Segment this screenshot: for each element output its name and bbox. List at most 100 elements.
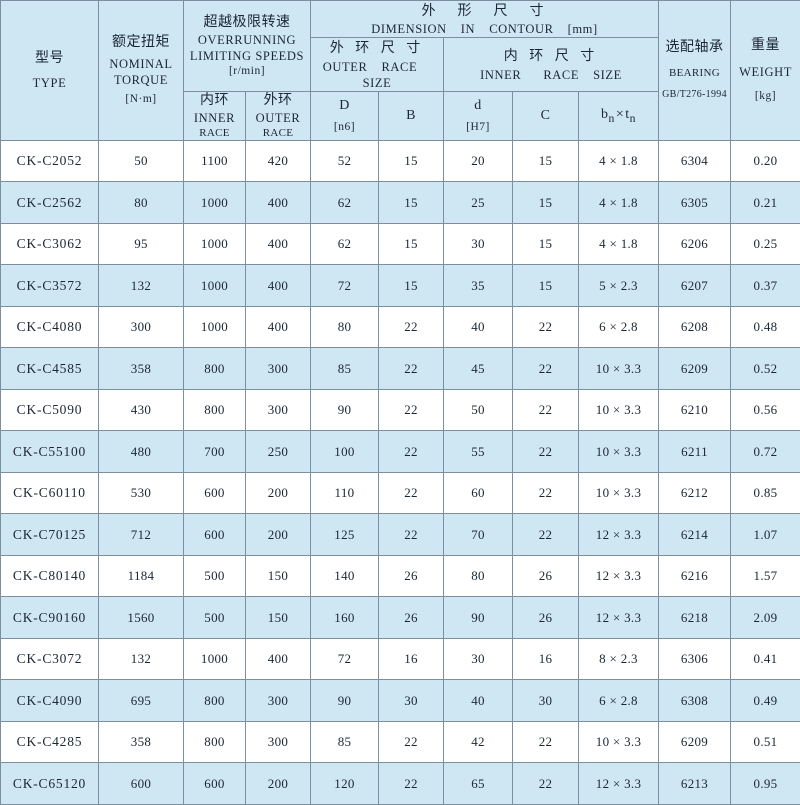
cell-d: 55	[444, 431, 513, 473]
cell-d: 60	[444, 472, 513, 514]
cell-bearing: 6212	[659, 472, 731, 514]
cell-weight: 0.37	[731, 265, 800, 307]
cell-torque: 50	[99, 140, 184, 182]
header-col-D: D [n6]	[311, 91, 379, 140]
header-bearing-cn: 选配轴承	[659, 39, 730, 57]
header-bt-times: ×	[615, 107, 625, 122]
cell-bt: 10 × 3.3	[579, 348, 659, 390]
cell-B: 22	[379, 514, 444, 556]
cell-torque: 358	[99, 721, 184, 763]
header-outer-race-size-en-1: OUTER	[323, 60, 368, 74]
cell-type: CK-C5090	[1, 389, 99, 431]
cell-inner_speed: 1000	[184, 182, 246, 224]
cell-outer_speed: 200	[246, 763, 311, 805]
cell-outer_speed: 400	[246, 638, 311, 680]
header-overrunning-en: OVERRUNNING	[184, 32, 310, 48]
cell-C: 22	[513, 431, 579, 473]
header-bt-b: b	[601, 107, 609, 122]
cell-weight: 0.25	[731, 223, 800, 265]
cell-D: 85	[311, 348, 379, 390]
cell-inner_speed: 800	[184, 348, 246, 390]
cell-bt: 6 × 2.8	[579, 306, 659, 348]
cell-weight: 2.09	[731, 597, 800, 639]
cell-C: 22	[513, 389, 579, 431]
cell-torque: 695	[99, 680, 184, 722]
cell-outer_speed: 200	[246, 514, 311, 556]
header-type-cn: 型号	[1, 50, 98, 68]
cell-weight: 0.52	[731, 348, 800, 390]
cell-outer_speed: 400	[246, 223, 311, 265]
cell-bt: 12 × 3.3	[579, 763, 659, 805]
header-dimension-en-2: IN	[461, 22, 475, 36]
cell-bt: 6 × 2.8	[579, 680, 659, 722]
cell-type: CK-C60110	[1, 472, 99, 514]
header-col-d: d [H7]	[444, 91, 513, 140]
cell-B: 30	[379, 680, 444, 722]
header-row-1: 型号 TYPE 额定扭矩 NOMINAL TORQUE [N·m] 超越极限转速…	[1, 1, 800, 38]
cell-weight: 0.51	[731, 721, 800, 763]
cell-d: 42	[444, 721, 513, 763]
cell-D: 125	[311, 514, 379, 556]
cell-type: CK-C2562	[1, 182, 99, 224]
header-inner-race-en2: RACE	[184, 126, 245, 140]
header-dimension-en-1: DIMENSION	[371, 22, 447, 36]
cell-C: 22	[513, 763, 579, 805]
header-outer-race-size-en: OUTER RACE SIZE	[311, 59, 443, 91]
header-bearing: 选配轴承 BEARING GB/T276-1994	[659, 1, 731, 141]
cell-outer_speed: 420	[246, 140, 311, 182]
cell-torque: 95	[99, 223, 184, 265]
header-torque-unit: [N·m]	[99, 92, 183, 107]
cell-C: 22	[513, 306, 579, 348]
cell-d: 40	[444, 306, 513, 348]
header-outer-race-size-en-3: SIZE	[363, 76, 392, 90]
header-overrunning-cn: 超越极限转速	[184, 14, 310, 32]
cell-D: 62	[311, 223, 379, 265]
cell-B: 15	[379, 140, 444, 182]
cell-inner_speed: 1000	[184, 306, 246, 348]
header-col-d-tolerance: [H7]	[444, 120, 512, 135]
cell-d: 25	[444, 182, 513, 224]
cell-torque: 1560	[99, 597, 184, 639]
header-type: 型号 TYPE	[1, 1, 99, 141]
cell-bearing: 6209	[659, 348, 731, 390]
cell-B: 15	[379, 265, 444, 307]
cell-inner_speed: 600	[184, 472, 246, 514]
cell-d: 50	[444, 389, 513, 431]
header-inner-race-size-en-1: INNER	[480, 68, 521, 82]
cell-weight: 0.20	[731, 140, 800, 182]
cell-inner_speed: 1000	[184, 265, 246, 307]
cell-bearing: 6208	[659, 306, 731, 348]
cell-weight: 0.56	[731, 389, 800, 431]
cell-inner_speed: 500	[184, 597, 246, 639]
cell-bt: 12 × 3.3	[579, 555, 659, 597]
cell-C: 22	[513, 348, 579, 390]
cell-bearing: 6207	[659, 265, 731, 307]
header-dimension-en-3: CONTOUR	[489, 22, 553, 36]
header-col-B-symbol: B	[379, 107, 443, 125]
cell-bearing: 6210	[659, 389, 731, 431]
cell-C: 22	[513, 721, 579, 763]
header-bt-b-subscript: n	[609, 111, 615, 124]
cell-outer_speed: 150	[246, 597, 311, 639]
cell-inner_speed: 500	[184, 555, 246, 597]
cell-bearing: 6304	[659, 140, 731, 182]
header-outer-race-size-en-2: RACE	[381, 60, 417, 74]
cell-B: 22	[379, 763, 444, 805]
cell-torque: 132	[99, 638, 184, 680]
cell-bt: 10 × 3.3	[579, 721, 659, 763]
cell-d: 90	[444, 597, 513, 639]
cell-C: 15	[513, 182, 579, 224]
table-header: 型号 TYPE 额定扭矩 NOMINAL TORQUE [N·m] 超越极限转速…	[1, 1, 800, 141]
cell-torque: 300	[99, 306, 184, 348]
cell-bt: 10 × 3.3	[579, 431, 659, 473]
cell-B: 22	[379, 306, 444, 348]
